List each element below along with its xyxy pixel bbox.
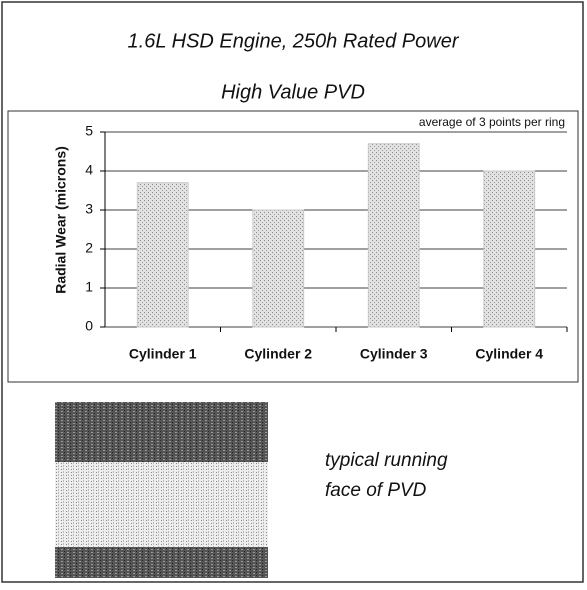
x-tick-label: Cylinder 3 [360, 346, 428, 362]
y-tick-label: 4 [85, 162, 93, 178]
bar [368, 144, 419, 327]
annotation: average of 3 points per ring [419, 115, 565, 129]
x-tick-label: Cylinder 4 [475, 346, 543, 362]
photo [55, 402, 268, 578]
figure: 1.6L HSD Engine, 250h Rated Power High V… [0, 0, 587, 585]
y-axis-label: Radial Wear (microns) [53, 146, 69, 294]
y-tick-label: 2 [85, 240, 93, 256]
y-tick-label: 1 [85, 279, 93, 295]
bar [137, 183, 188, 327]
x-tick-label: Cylinder 1 [129, 346, 197, 362]
chart-title: 1.6L HSD Engine, 250h Rated Power [128, 30, 460, 52]
bar [484, 171, 535, 327]
caption: face of PVD [325, 480, 427, 501]
bar [253, 210, 304, 327]
x-tick-label: Cylinder 2 [244, 346, 312, 362]
chart-subtitle: High Value PVD [221, 81, 365, 103]
y-tick-label: 3 [85, 201, 93, 217]
caption: typical running [325, 450, 448, 471]
y-tick-label: 5 [85, 123, 93, 139]
y-tick-label: 0 [85, 318, 93, 334]
